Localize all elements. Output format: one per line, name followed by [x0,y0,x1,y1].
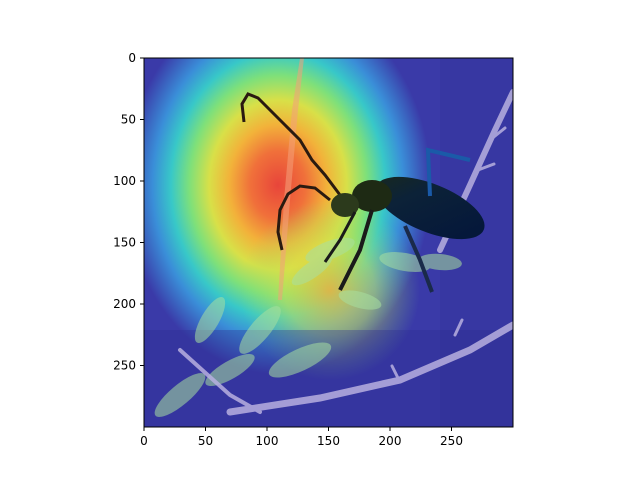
stem-streak [278,58,304,300]
y-tick-label: 50 [121,113,136,127]
beetle [240,92,485,293]
fern-leaves [154,237,462,417]
y-tick-label: 200 [113,297,136,311]
heatmap-image [144,58,513,427]
x-tick-label: 100 [256,434,279,448]
x-axis: 0 50 100 150 200 250 [140,427,463,448]
x-tick-label: 250 [440,434,463,448]
x-tick-label: 0 [140,434,148,448]
y-tick-label: 100 [113,174,136,188]
y-tick-label: 250 [113,359,136,373]
x-tick-label: 150 [317,434,340,448]
x-tick-label: 200 [379,434,402,448]
x-tick-label: 50 [198,434,213,448]
y-tick-label: 0 [128,51,136,65]
y-tick-label: 150 [113,236,136,250]
y-axis: 0 50 100 150 200 250 [113,51,144,373]
